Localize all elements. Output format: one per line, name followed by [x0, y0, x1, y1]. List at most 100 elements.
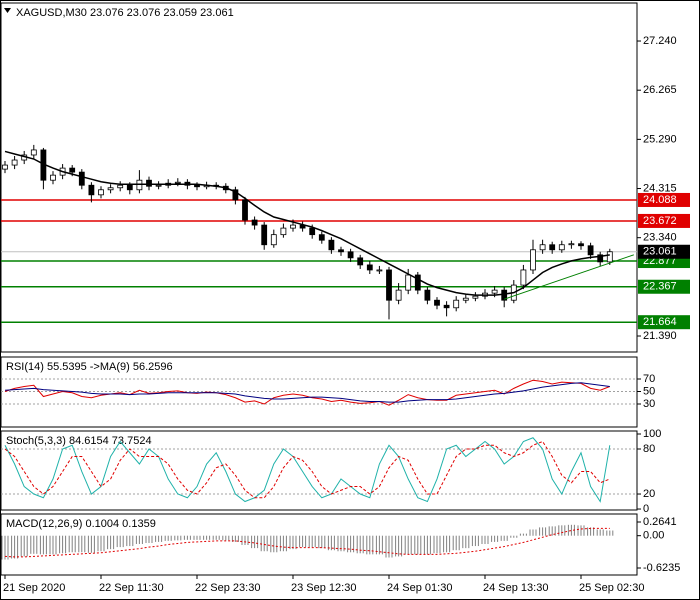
candle-body [587, 245, 594, 256]
candle-body [318, 234, 325, 241]
panel-title: MACD(12,26,9) 0.1004 0.1359 [6, 518, 156, 530]
x-tick-label: 24 Sep 01:30 [387, 582, 452, 594]
y-tick-label: 25.290 [643, 133, 677, 145]
candle-body [606, 251, 613, 263]
y-tick-label: 80 [643, 443, 655, 455]
x-tick-label: 23 Sep 12:30 [291, 582, 356, 594]
signal-line [4, 527, 610, 558]
candle-body [328, 239, 335, 251]
candle-body [261, 224, 268, 246]
panel-title: XAGUSD,M30 23.076 23.076 23.059 23.061 [16, 7, 234, 19]
candle-body [11, 159, 18, 166]
panel-frame [0, 2, 638, 353]
current-price-box [638, 244, 690, 259]
x-tick-label: 22 Sep 23:30 [195, 582, 260, 594]
candle-body [280, 227, 287, 236]
candle-body [472, 295, 479, 299]
candle-body [539, 244, 546, 251]
y-tick-label: 20 [643, 488, 655, 500]
y-tick-label: 0.00 [643, 530, 664, 542]
candle-body [424, 289, 431, 301]
y-tick-label: 70 [643, 373, 655, 385]
candle-body [386, 269, 392, 301]
level-label-box [638, 213, 690, 228]
y-tick-label: -0.6235 [643, 562, 680, 574]
candle-body [578, 243, 584, 247]
plot-area [1, 144, 637, 323]
candle-body [434, 299, 440, 306]
candle-body [232, 189, 239, 201]
indicator-line [4, 379, 610, 406]
panel-title: Stoch(5,3,3) 84.6154 73.7524 [6, 435, 152, 447]
candle-body [98, 189, 104, 196]
candle-body [88, 184, 95, 196]
candle-body [270, 234, 277, 246]
level-label: 23.672 [643, 215, 677, 227]
y-tick-label: 50 [643, 385, 655, 397]
panel-frame [0, 430, 638, 511]
candle-body [78, 171, 85, 186]
level-label-box [638, 192, 690, 207]
level-label: 22.367 [643, 281, 677, 293]
candle-body [558, 244, 565, 251]
x-tick-label: 24 Sep 13:30 [483, 582, 548, 594]
indicator-line [4, 437, 611, 503]
candle-body [242, 199, 248, 221]
candle-body [405, 274, 412, 291]
y-tick-label: 27.240 [643, 35, 677, 47]
level-label: 21.664 [643, 316, 677, 328]
candle-body [453, 299, 460, 309]
panel-frame [0, 513, 638, 576]
candle-body [194, 184, 200, 188]
candle-body [568, 243, 575, 246]
level-label-box [638, 315, 690, 330]
y-tick-label: 0 [643, 503, 649, 515]
candle-body [395, 289, 402, 301]
level-label-box [638, 279, 690, 294]
candle-body [155, 184, 162, 187]
candle-body [30, 149, 37, 156]
x-tick-label: 25 Sep 02:30 [579, 582, 644, 594]
candle-body [146, 179, 152, 187]
candle-body [414, 274, 421, 291]
indicator-line [4, 440, 610, 499]
candle-body [549, 244, 556, 251]
candle-body [347, 251, 354, 259]
candle-body [107, 187, 114, 191]
y-tick-label: 24.315 [643, 182, 677, 194]
candle-body [597, 254, 604, 263]
candle-body [50, 174, 56, 181]
y-tick-label: 0.2641 [643, 516, 677, 528]
candle-body [136, 179, 143, 191]
candle-body [251, 219, 258, 226]
candle-body [69, 167, 76, 173]
trend-line [504, 254, 634, 300]
candle-body [491, 289, 498, 294]
candle-body [338, 249, 344, 253]
candle-body [174, 181, 181, 184]
candle-body [520, 269, 527, 286]
y-tick-label: 21.390 [643, 330, 677, 342]
candle-body [443, 304, 450, 309]
y-tick-label: 23.340 [643, 232, 677, 244]
candle-body [462, 297, 469, 301]
candle-body [366, 264, 373, 271]
candle-body [357, 257, 364, 266]
y-tick-label: 100 [643, 428, 661, 440]
y-tick-label: 26.265 [643, 84, 677, 96]
candle-body [126, 184, 133, 191]
candle-body [2, 164, 8, 170]
title-icon [4, 8, 11, 13]
candle-body [376, 269, 383, 272]
indicator-line [4, 382, 610, 403]
candle-body [309, 227, 316, 236]
candle-body [530, 249, 536, 271]
level-label: 24.088 [643, 194, 677, 206]
panel-title: RSI(14) 55.5395 ->MA(9) 56.2596 [6, 361, 173, 373]
current-price-label: 23.061 [643, 246, 677, 258]
candle-body [290, 224, 296, 229]
candle-body [117, 184, 124, 189]
moving-average [4, 150, 610, 296]
